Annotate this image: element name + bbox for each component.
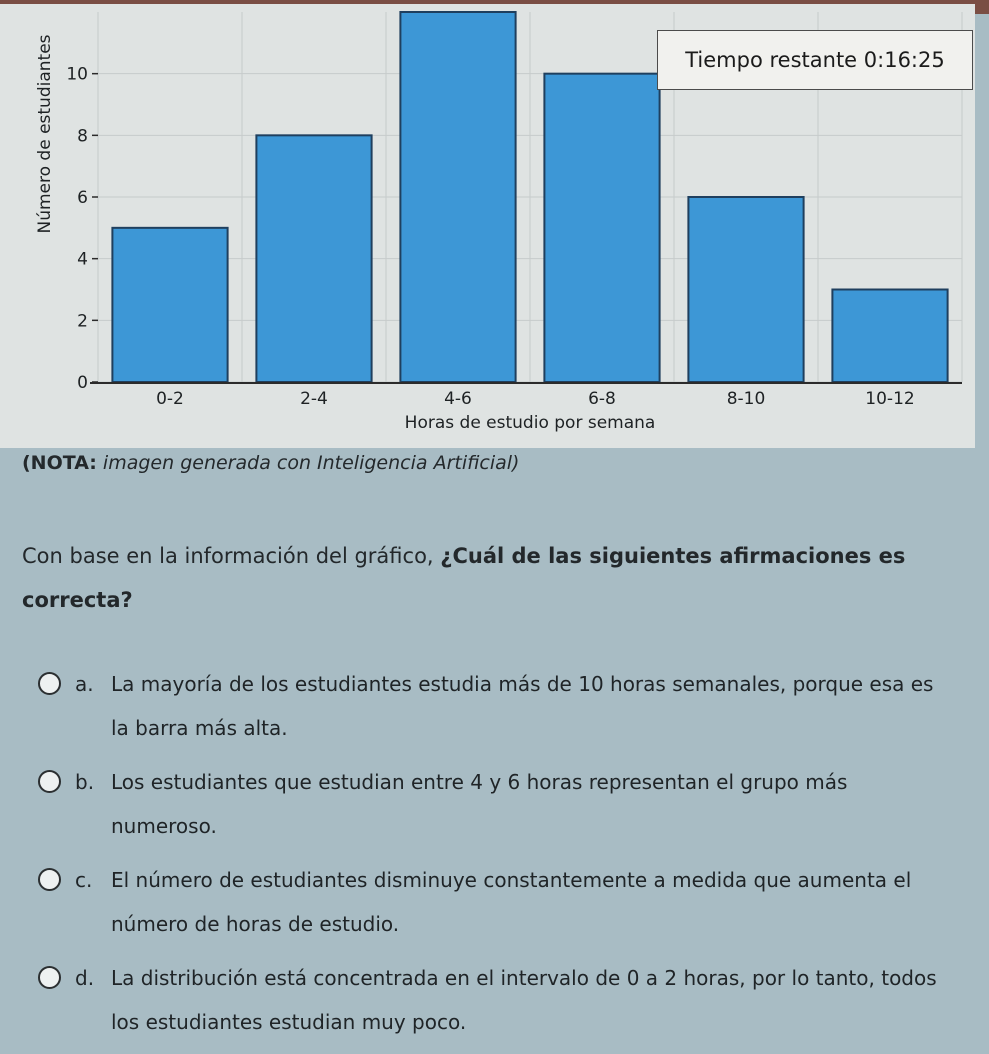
x-tick-label: 0-2 bbox=[156, 389, 184, 409]
answer-options: a. La mayoría de los estudiantes estudia… bbox=[38, 662, 958, 1054]
y-tick-label: 4 bbox=[77, 250, 88, 270]
note-rest: imagen generada con Inteligencia Artific… bbox=[96, 452, 520, 474]
bar-0-2 bbox=[111, 226, 229, 383]
bar-8-10 bbox=[687, 196, 805, 383]
x-tick-label: 10-12 bbox=[865, 389, 914, 409]
time-remaining-box: Tiempo restante 0:16:25 bbox=[657, 30, 973, 90]
radio-a[interactable] bbox=[38, 672, 61, 695]
y-tick-label: 2 bbox=[77, 311, 88, 331]
option-b[interactable]: b. Los estudiantes que estudian entre 4 … bbox=[38, 760, 958, 848]
radio-b[interactable] bbox=[38, 770, 61, 793]
x-tick-label: 4-6 bbox=[444, 389, 472, 409]
bar-4-6 bbox=[399, 11, 517, 383]
option-text[interactable]: El número de estudiantes disminuye const… bbox=[111, 868, 912, 936]
ai-image-note: (NOTA: imagen generada con Inteligencia … bbox=[22, 452, 519, 474]
bar-2-4 bbox=[255, 134, 373, 383]
option-text[interactable]: Los estudiantes que estudian entre 4 y 6… bbox=[111, 770, 848, 838]
option-letter: b. bbox=[75, 770, 95, 794]
x-tick-label: 2-4 bbox=[300, 389, 328, 409]
y-tick-label: 0 bbox=[77, 373, 88, 393]
y-tick-label: 8 bbox=[77, 126, 88, 146]
option-letter: a. bbox=[75, 672, 94, 696]
x-axis-label: Horas de estudio por semana bbox=[405, 413, 656, 433]
x-tick-label: 6-8 bbox=[588, 389, 616, 409]
chart-panel: 0-2 2-4 4-6 6-8 8-10 10-12 0 2 4 6 8 10 Horas de est… bbox=[0, 4, 975, 448]
question-text: Con base en la información del gráfico, … bbox=[22, 534, 922, 622]
option-letter: c. bbox=[75, 868, 93, 892]
option-d[interactable]: d. La distribución está concentrada en e… bbox=[38, 956, 958, 1044]
radio-d[interactable] bbox=[38, 966, 61, 989]
option-text[interactable]: La distribución está concentrada en el i… bbox=[111, 966, 937, 1034]
time-remaining-text: Tiempo restante 0:16:25 bbox=[685, 48, 945, 72]
question-bold: ¿Cuál de las siguientes afirmaciones es … bbox=[22, 544, 906, 612]
histogram-chart: 0-2 2-4 4-6 6-8 8-10 10-12 0 2 4 6 8 10 Horas de est… bbox=[35, 11, 963, 433]
option-text[interactable]: La mayoría de los estudiantes estudia má… bbox=[111, 672, 934, 740]
bar-10-12 bbox=[831, 288, 949, 383]
option-letter: d. bbox=[75, 966, 95, 990]
bar-6-8 bbox=[543, 72, 661, 384]
question-lead: Con base en la información del gráfico, bbox=[22, 544, 441, 568]
radio-c[interactable] bbox=[38, 868, 61, 891]
y-axis-label: Número de estudiantes bbox=[35, 34, 55, 233]
y-tick-label: 10 bbox=[66, 65, 88, 85]
x-tick-label: 8-10 bbox=[727, 389, 766, 409]
note-bold: (NOTA: bbox=[22, 452, 97, 474]
y-tick-label: 6 bbox=[77, 188, 88, 208]
option-a[interactable]: a. La mayoría de los estudiantes estudia… bbox=[38, 662, 958, 750]
option-c[interactable]: c. El número de estudiantes disminuye co… bbox=[38, 858, 958, 946]
